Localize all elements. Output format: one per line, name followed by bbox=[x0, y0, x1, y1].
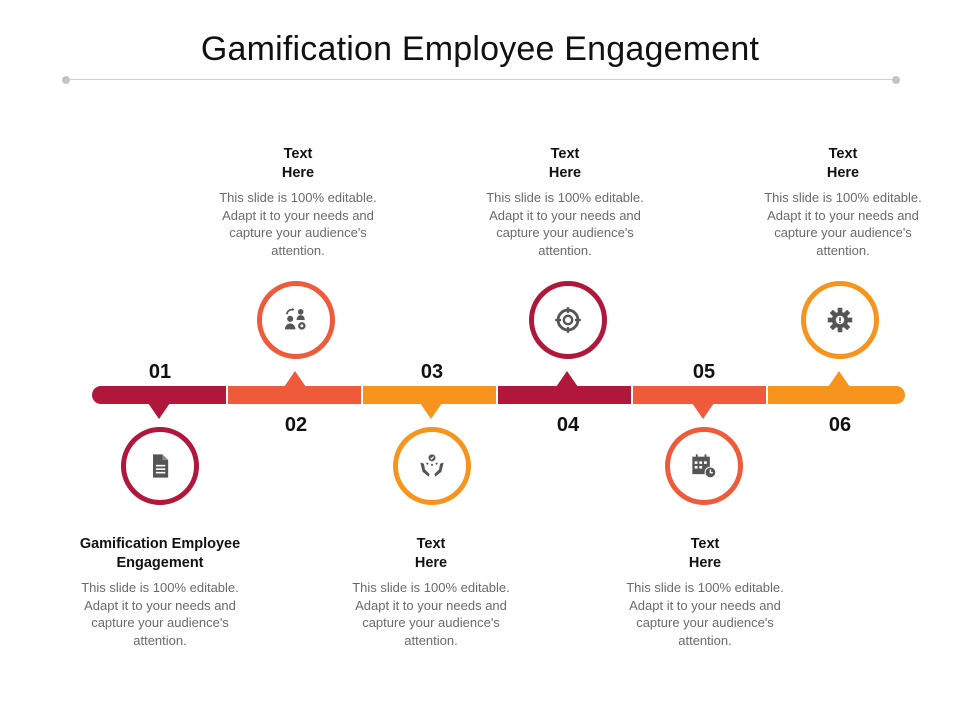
target-icon bbox=[555, 307, 581, 333]
timeline-segment-4 bbox=[498, 386, 631, 404]
step-6-heading: Text Here bbox=[826, 146, 860, 181]
step-2-number: 02 bbox=[284, 414, 308, 436]
step-3-circle bbox=[393, 427, 471, 505]
divider-dot-left bbox=[62, 76, 70, 84]
step-2-body: This slide is 100% editable. Adapt it to… bbox=[219, 190, 377, 258]
step-6-number: 06 bbox=[828, 414, 852, 436]
step-3-body: This slide is 100% editable. Adapt it to… bbox=[352, 580, 510, 648]
step-4-text-block: Text Here This slide is 100% editable. A… bbox=[470, 145, 660, 259]
step-6-circle bbox=[801, 281, 879, 359]
step-5-circle bbox=[665, 427, 743, 505]
gear-icon bbox=[827, 307, 853, 333]
step-1-circle bbox=[121, 427, 199, 505]
hands-award-icon bbox=[420, 454, 444, 477]
step-6-pointer bbox=[828, 371, 850, 387]
step-1-text-block: Gamification Employee Engagement This sl… bbox=[65, 535, 255, 649]
step-2-pointer bbox=[284, 371, 306, 387]
timeline-segment-3 bbox=[363, 386, 496, 404]
step-2-heading: Text Here bbox=[281, 146, 315, 181]
step-4-number: 04 bbox=[556, 414, 580, 436]
step-5-heading: Text Here bbox=[688, 536, 722, 571]
step-4-circle bbox=[529, 281, 607, 359]
team-settings-icon bbox=[284, 307, 306, 330]
step-1-body: This slide is 100% editable. Adapt it to… bbox=[81, 580, 239, 648]
timeline-segment-6 bbox=[768, 386, 905, 404]
step-5-text-block: Text Here This slide is 100% editable. A… bbox=[610, 535, 800, 649]
step-6-text-block: Text Here This slide is 100% editable. A… bbox=[748, 145, 938, 259]
step-4-pointer bbox=[556, 371, 578, 387]
timeline-bar bbox=[92, 386, 905, 404]
calendar-clock-icon bbox=[692, 454, 717, 479]
step-5-pointer bbox=[692, 403, 714, 419]
step-4-heading: Text Here bbox=[548, 146, 582, 181]
step-4-body: This slide is 100% editable. Adapt it to… bbox=[486, 190, 644, 258]
timeline-segment-5 bbox=[633, 386, 766, 404]
step-3-number: 03 bbox=[420, 361, 444, 383]
title-divider bbox=[66, 79, 896, 80]
step-3-pointer bbox=[420, 403, 442, 419]
step-1-pointer bbox=[148, 403, 170, 419]
step-2-text-block: Text Here This slide is 100% editable. A… bbox=[203, 145, 393, 259]
page-title: Gamification Employee Engagement bbox=[200, 30, 760, 68]
step-1-heading: Gamification Employee Engagement bbox=[79, 536, 241, 571]
step-5-number: 05 bbox=[692, 361, 716, 383]
timeline-segment-2 bbox=[228, 386, 361, 404]
divider-dot-right bbox=[892, 76, 900, 84]
step-6-body: This slide is 100% editable. Adapt it to… bbox=[764, 190, 922, 258]
step-3-heading: Text Here bbox=[414, 536, 448, 571]
step-5-body: This slide is 100% editable. Adapt it to… bbox=[626, 580, 784, 648]
step-1-number: 01 bbox=[148, 361, 172, 383]
step-2-circle bbox=[257, 281, 335, 359]
step-3-text-block: Text Here This slide is 100% editable. A… bbox=[336, 535, 526, 649]
timeline-segment-1 bbox=[92, 386, 226, 404]
document-icon bbox=[153, 454, 169, 478]
